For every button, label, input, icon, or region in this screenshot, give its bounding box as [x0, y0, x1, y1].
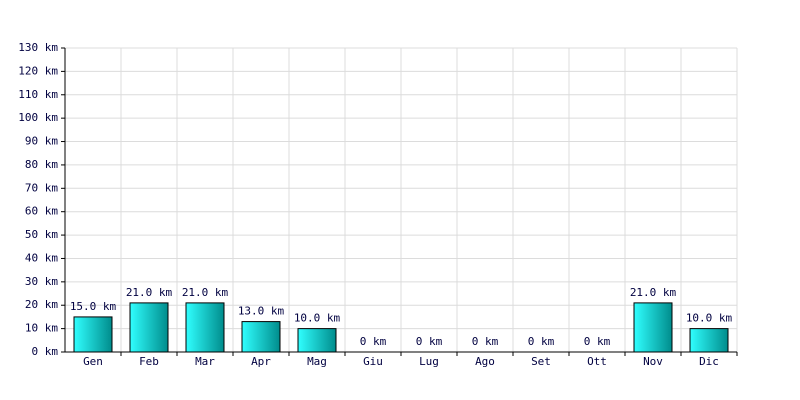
bar [185, 302, 225, 353]
x-tick-label: Giu [363, 355, 383, 368]
value-label: 0 km [528, 335, 555, 348]
value-label: 15.0 km [70, 300, 117, 313]
x-tick-label: Ott [587, 355, 607, 368]
bar [633, 302, 673, 353]
bar [129, 302, 169, 353]
x-tick-label: Mag [307, 355, 327, 368]
x-tick-label: Set [531, 355, 551, 368]
value-label: 10.0 km [294, 312, 341, 325]
value-label: 13.0 km [238, 305, 285, 318]
y-tick-label: 10 km [25, 322, 58, 335]
value-label: 0 km [472, 335, 499, 348]
y-tick-label: 0 km [32, 345, 59, 358]
bar [241, 321, 281, 353]
y-tick-label: 70 km [25, 181, 58, 194]
y-tick-label: 20 km [25, 298, 58, 311]
x-tick-label: Apr [251, 355, 271, 368]
y-tick-label: 130 km [18, 41, 58, 54]
value-label: 21.0 km [630, 286, 677, 299]
value-label: 0 km [584, 335, 611, 348]
y-tick-label: 90 km [25, 135, 58, 148]
value-label: 10.0 km [686, 312, 733, 325]
x-tick-label: Lug [419, 355, 439, 368]
value-label: 21.0 km [126, 286, 173, 299]
value-label: 21.0 km [182, 286, 229, 299]
x-tick-label: Mar [195, 355, 215, 368]
x-tick-label: Ago [475, 355, 495, 368]
value-label: 0 km [360, 335, 387, 348]
bar [73, 316, 113, 353]
y-tick-label: 30 km [25, 275, 58, 288]
x-tick-label: Feb [139, 355, 159, 368]
x-tick-label: Nov [643, 355, 663, 368]
value-label: 0 km [416, 335, 443, 348]
y-tick-label: 120 km [18, 64, 58, 77]
y-tick-label: 80 km [25, 158, 58, 171]
x-tick-label: Gen [83, 355, 103, 368]
y-tick-label: 40 km [25, 251, 58, 264]
y-tick-label: 100 km [18, 111, 58, 124]
bar [689, 328, 729, 353]
x-tick-label: Dic [699, 355, 719, 368]
y-tick-label: 50 km [25, 228, 58, 241]
bar [297, 328, 337, 353]
y-tick-label: 60 km [25, 205, 58, 218]
y-tick-label: 110 km [18, 88, 58, 101]
